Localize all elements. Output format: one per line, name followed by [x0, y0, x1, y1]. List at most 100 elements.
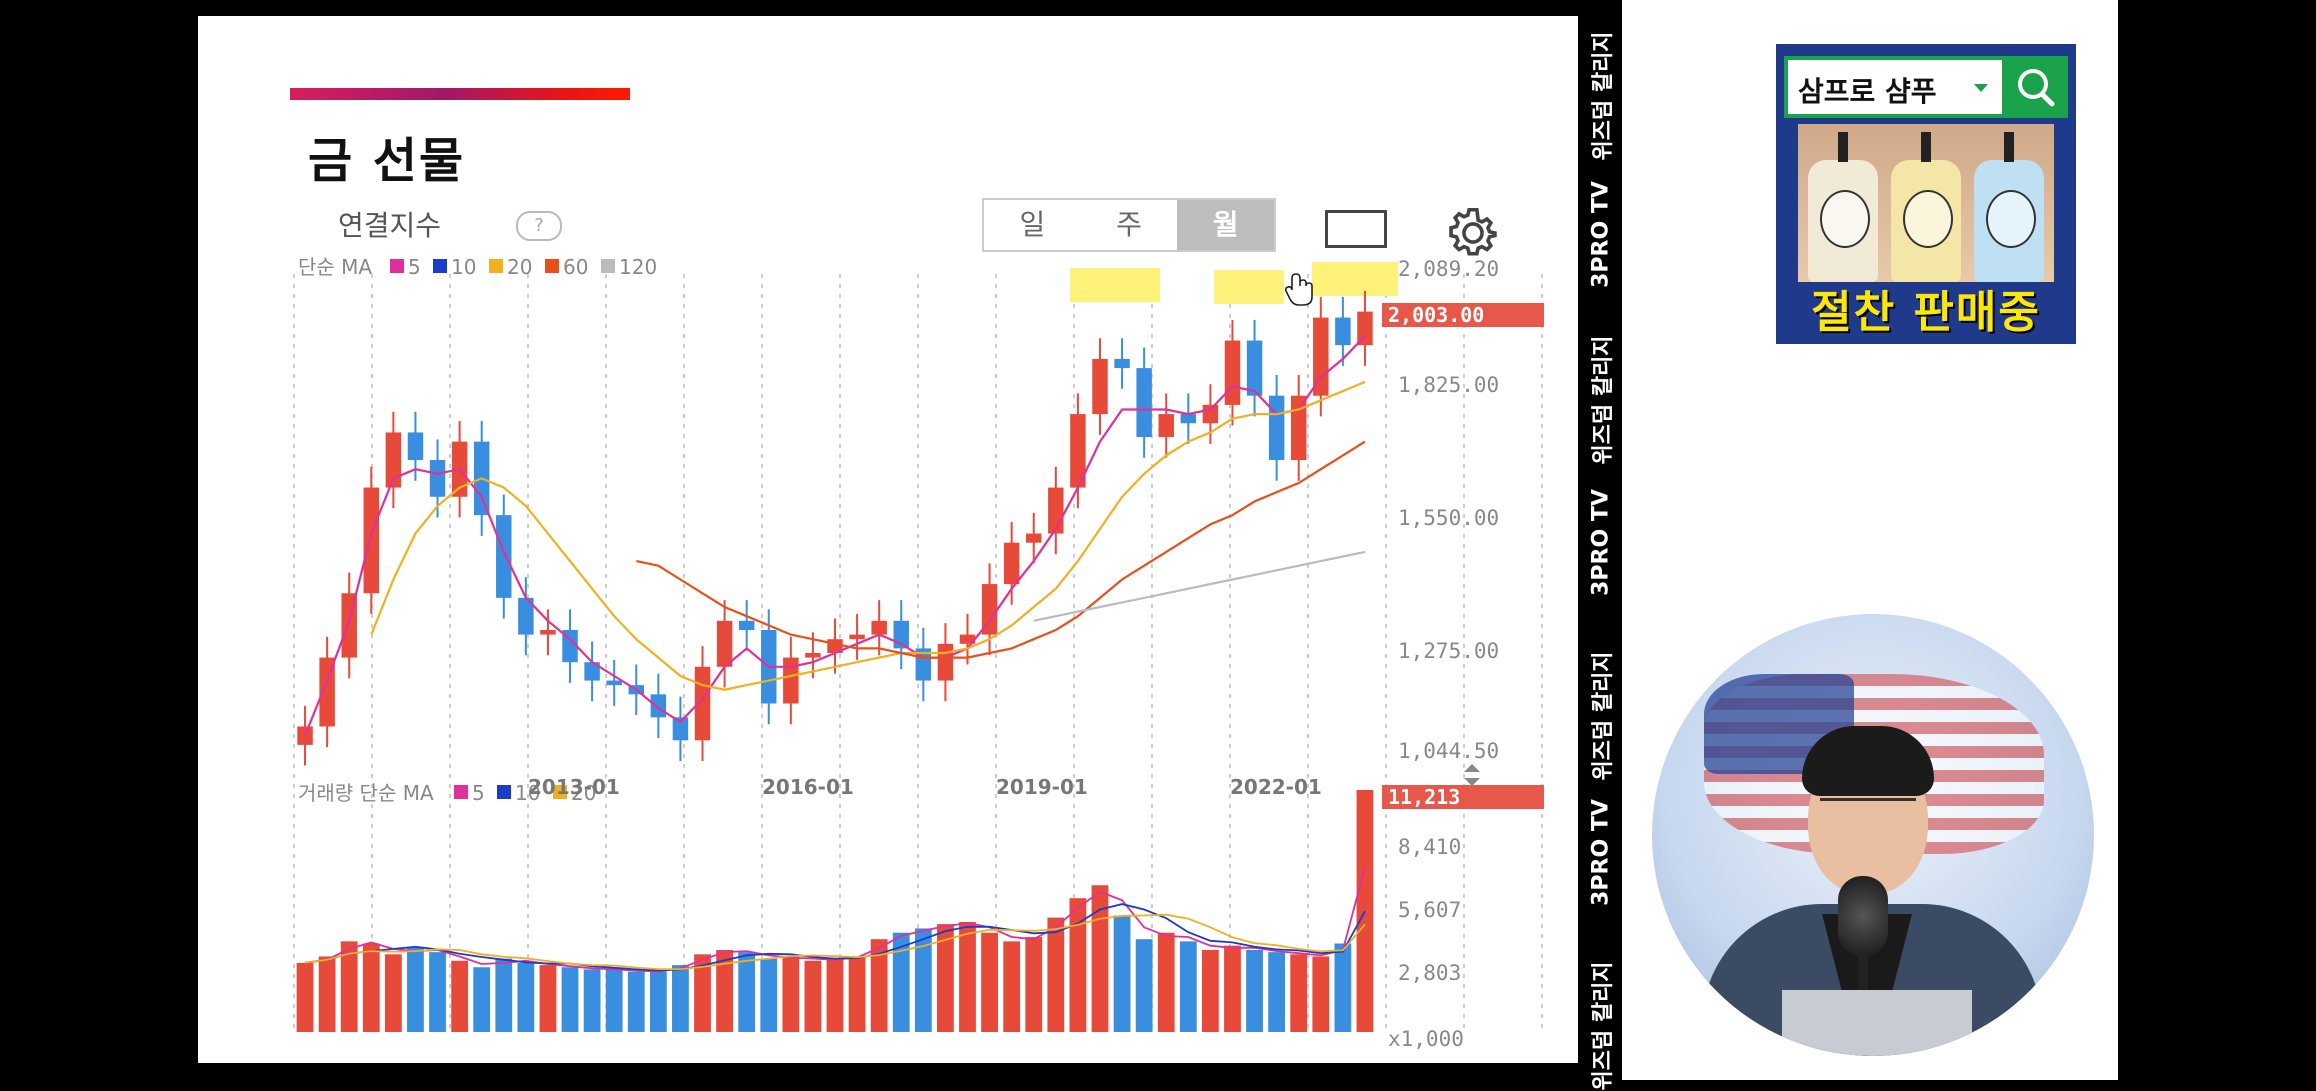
candle: [1070, 414, 1086, 488]
date-tick-label: 2022-01: [1230, 775, 1322, 799]
volume-bar: [981, 932, 998, 1032]
price-tick-label: 1,275.00: [1398, 639, 1499, 663]
candle: [1290, 395, 1307, 461]
price-chart: 단순 MA 5 10 20 60 120 거래량 단순 MA 5 10 20 2,089.20 1…: [293, 255, 1544, 1051]
candle: [871, 620, 887, 635]
volume-ma-lines: [304, 866, 1366, 973]
volume-bar: [1224, 945, 1241, 1032]
volume-bar: [1290, 954, 1308, 1032]
candle: [1180, 414, 1197, 424]
candle: [540, 630, 556, 635]
candle: [363, 487, 380, 594]
volume-bar: [1003, 941, 1021, 1032]
legend-swatch: [454, 785, 468, 799]
legend-swatch: [553, 785, 567, 799]
candle: [937, 643, 954, 681]
candle: [1268, 395, 1285, 461]
tab-month[interactable]: 월: [1177, 200, 1275, 250]
volume-bar: [539, 965, 557, 1032]
volume-bar: [1312, 956, 1330, 1032]
date-tick-label: 2019-01: [996, 775, 1088, 799]
volume-bar: [362, 943, 380, 1032]
volume-bar: [627, 971, 645, 1032]
peak-highlight: [1070, 268, 1160, 302]
page-title: 금 선물: [308, 133, 466, 189]
volume-bar: [937, 924, 954, 1032]
tab-week[interactable]: 주: [1116, 208, 1142, 241]
ma-line-120: [1033, 550, 1366, 622]
shampoo-ad[interactable]: 삼프로 샴푸 절찬 판매중: [1776, 44, 2076, 344]
volume-bar: [1179, 941, 1197, 1032]
candle: [584, 662, 600, 681]
period-tabs: 일 주 월: [982, 198, 1276, 252]
legend-prefix: 단순 MA: [298, 255, 372, 279]
volume-bar: [407, 947, 424, 1032]
price-tick-label: 1,550.00: [1398, 506, 1499, 530]
volume-bar: [1047, 917, 1065, 1032]
volume-bar: [672, 965, 689, 1032]
candle: [1003, 542, 1020, 585]
volume-bar: [473, 967, 491, 1032]
candle: [849, 634, 865, 640]
volume-bar: [1091, 885, 1109, 1032]
gear-icon[interactable]: [1442, 202, 1504, 264]
volume-bar: [429, 952, 446, 1032]
legend-period: 60: [563, 255, 588, 279]
date-tick-label: 2016-01: [762, 775, 854, 799]
shampoo-bottle: [1891, 132, 1961, 282]
volume-bar: [296, 962, 314, 1032]
ad-search-text: 삼프로 샴푸: [1798, 75, 1937, 108]
volume-bar: [1135, 939, 1153, 1032]
banner-segment: 위즈덤 칼리지: [1591, 961, 1616, 1091]
volume-bar: [738, 952, 756, 1032]
tab-day[interactable]: 일: [1019, 208, 1046, 241]
microphone-icon: [1838, 876, 1888, 956]
chevron-down-icon: [1974, 84, 1988, 92]
candle: [407, 432, 424, 461]
laptop: [1782, 990, 1972, 1056]
candle: [385, 432, 402, 488]
volume-axis: 11,213 8,410 5,607 2,803 x1,000: [1382, 764, 1544, 1051]
candle: [650, 694, 667, 718]
legend-swatch: [390, 259, 404, 273]
fullscreen-icon[interactable]: [1325, 210, 1387, 248]
volume-bar: [716, 949, 733, 1032]
price-axis: 2,089.20 1,825.00 1,550.00 1,275.00 1,044.50…: [1382, 257, 1544, 763]
candle: [672, 717, 689, 741]
candle: [1092, 358, 1108, 415]
channel-side-banner: 위즈덤 칼리지 3PRO TV 위즈덤 칼리지 3PRO TV 위즈덤 칼리지 …: [1580, 0, 1622, 1091]
price-tick-label: 2,089.20: [1398, 257, 1499, 281]
volume-bar: [1069, 898, 1087, 1032]
current-volume-tag: [1382, 785, 1544, 809]
price-tick-label: 1,825.00: [1398, 373, 1499, 397]
candle: [496, 515, 512, 598]
search-icon[interactable]: [2002, 56, 2068, 118]
candle: [518, 597, 534, 635]
candlesticks: [297, 290, 1373, 766]
shampoo-bottle: [1808, 132, 1878, 282]
volume-bar: [605, 969, 623, 1032]
volume-bar: [1157, 932, 1175, 1032]
candle: [1246, 340, 1263, 396]
volume-bar: [760, 958, 778, 1032]
legend-swatch: [489, 259, 503, 273]
volume-bar: [959, 921, 976, 1032]
volume-bar: [1334, 943, 1352, 1032]
candle: [1114, 358, 1130, 369]
hand-cursor-icon: [1284, 273, 1313, 306]
volume-bar: [561, 967, 579, 1032]
help-icon[interactable]: ?: [516, 211, 562, 241]
volume-bar: [495, 958, 513, 1032]
resize-handle-icon: [1464, 764, 1480, 786]
legend-prefix: 거래량 단순 MA: [298, 781, 434, 805]
ad-search-box[interactable]: 삼프로 샴푸: [1784, 56, 2068, 118]
legend-period: 5: [408, 255, 421, 279]
volume-bar: [1025, 937, 1043, 1032]
volume-bar: [384, 954, 402, 1032]
legend-period: 120: [619, 255, 657, 279]
volume-bar: [914, 928, 932, 1032]
price-tick-label: 1,044.50: [1398, 739, 1499, 763]
candle: [562, 630, 578, 663]
volume-bar: [451, 960, 469, 1032]
candle: [1158, 414, 1174, 438]
